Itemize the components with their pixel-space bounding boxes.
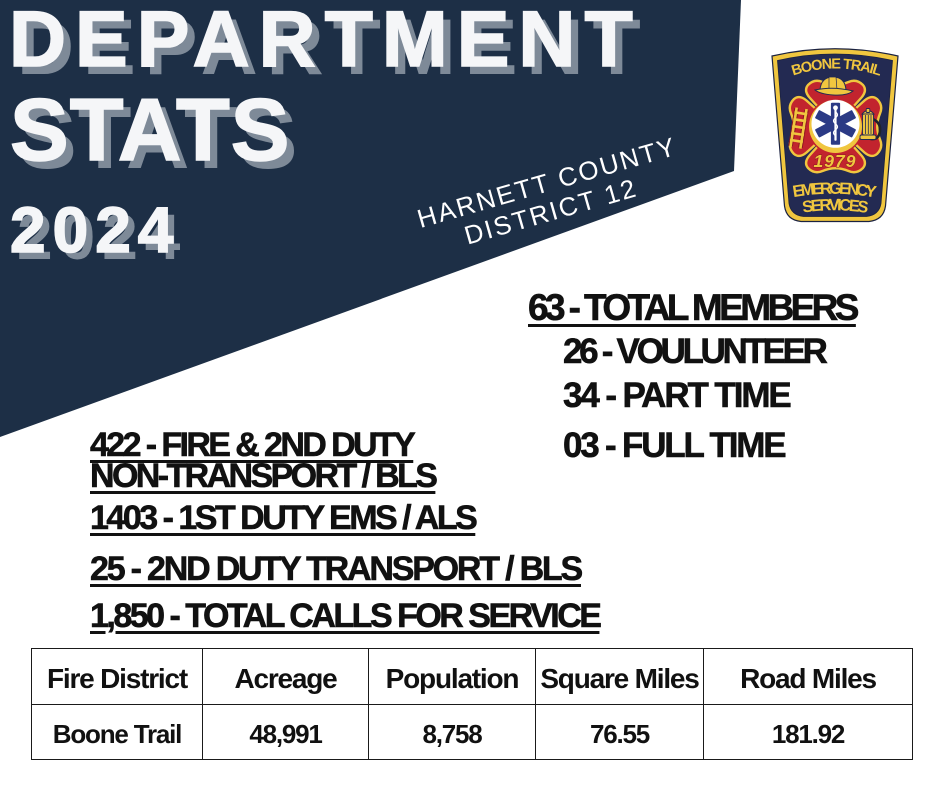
svg-text:EMERGENCY: EMERGENCY bbox=[791, 180, 877, 202]
svg-text:SERVICES: SERVICES bbox=[801, 196, 869, 217]
svg-text:1979: 1979 bbox=[814, 151, 857, 171]
